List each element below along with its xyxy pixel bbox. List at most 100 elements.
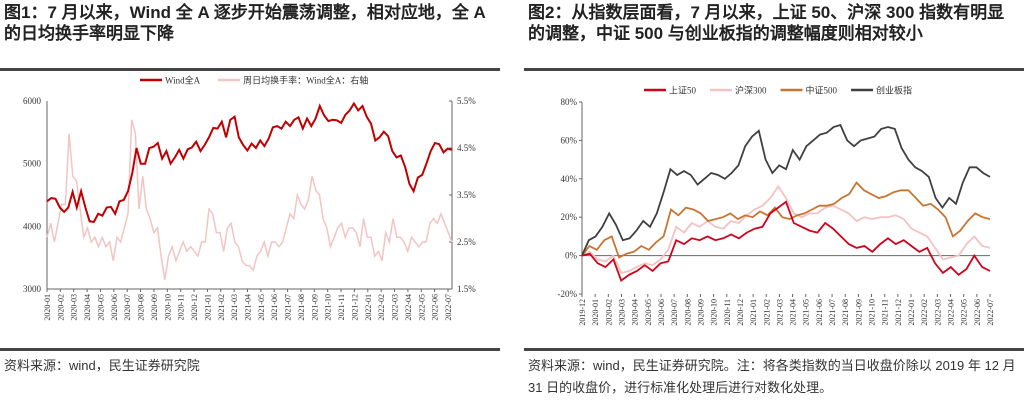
series-line-3 [581,123,991,256]
x-tick-label: 2020-07 [670,299,679,326]
x-tick-label: 2021-08 [841,299,850,326]
x-tick-label: 2019-12 [578,299,587,326]
x-tick-label: 2020-03 [70,294,79,321]
x-tick-label: 2021-06 [270,294,279,321]
x-tick-label: 2021-09 [854,299,863,326]
x-tick-label: 2021-01 [203,294,212,321]
y-tick-label: 60% [561,135,578,145]
x-tick-label: 2022-01 [907,299,916,326]
divider [0,348,500,351]
y-tick-label: -20% [558,289,578,299]
y-tick-label-left: 4000 [23,221,42,231]
divider [524,348,1024,351]
y-tick-label: 40% [561,174,578,184]
x-tick-label: 2021-11 [337,294,346,320]
x-tick-label: 2020-01 [43,294,52,321]
x-tick-label: 2020-04 [631,299,640,326]
x-tick-label: 2020-07 [123,294,132,321]
x-tick-label: 2020-06 [657,299,666,326]
x-tick-label: 2021-01 [749,299,758,326]
x-tick-label: 2020-11 [723,299,732,325]
x-tick-label: 2020-03 [617,299,626,326]
legend-label: 沪深300 [735,85,767,96]
x-tick-label: 2022-02 [920,299,929,326]
x-tick-label: 2020-01 [591,299,600,326]
x-tick-label: 2020-05 [644,299,653,326]
x-tick-label: 2020-11 [177,294,186,320]
x-tick-label: 2020-06 [110,294,119,321]
series-line-2 [581,181,991,259]
x-tick-label: 2020-08 [137,294,146,321]
x-tick-label: 2021-03 [775,299,784,326]
chart-2: 上证50 沪深300 中证500 创业板指 -20% 0% 20% 40% 60% 80% 2019… [558,85,996,326]
x-tick-label: 2022-07 [444,294,453,321]
x-tick-label: 2021-10 [324,294,333,321]
series-line-0 [581,200,991,283]
x-tick-label: 2020-05 [96,294,105,321]
x-tick-label: 2020-10 [710,299,719,326]
y-tick-label-right: 4.5% [457,143,476,153]
x-tick-label: 2022-06 [431,294,440,321]
x-tick-label: 2020-02 [604,299,613,326]
x-tick-label: 2021-07 [284,294,293,321]
x-tick-label: 2020-09 [150,294,159,321]
x-tick-label: 2021-07 [828,299,837,326]
x-tick-label: 2020-10 [163,294,172,321]
x-tick-label: 2020-09 [696,299,705,326]
x-tick-label: 2021-04 [789,299,798,326]
series-line-wind-a [46,101,453,223]
chart-1: Wind全A 周日均换手率：Wind全A：右轴 3000 4000 5000 6000 1.… [23,75,476,321]
y-tick-label-right: 3.5% [457,190,476,200]
x-tick-label: 2020-12 [190,294,199,321]
x-tick-label: 2020-02 [56,294,65,321]
divider [524,68,1024,71]
y-tick-label: 20% [561,212,578,222]
x-tick-label: 2022-02 [377,294,386,321]
y-tick-label-right: 2.5% [457,237,476,247]
x-tick-label: 2021-11 [881,299,890,325]
x-tick-label: 2021-03 [230,294,239,321]
y-tick-label: 0% [565,251,578,261]
legend-label: 周日均换手率：Wind全A：右轴 [243,75,368,86]
x-tick-label: 2021-06 [815,299,824,326]
y-tick-label-left: 6000 [23,96,42,106]
figure-2-source: 资料来源：wind，民生证券研究院。注：将各类指数的当日收盘价除以 2019 年… [528,358,1016,395]
y-tick-label: 80% [561,97,578,107]
divider [0,68,500,71]
y-tick-label-right: 5.5% [457,96,476,106]
x-tick-label: 2021-02 [762,299,771,326]
x-tick-label: 2022-03 [391,294,400,321]
x-tick-label: 2022-03 [933,299,942,326]
x-tick-label: 2022-06 [973,299,982,326]
figure-1: 图1：7 月以来，Wind 全 A 逐步开始震荡调整，相对应地，全 A 的日均换… [0,0,500,401]
x-tick-label: 2021-02 [217,294,226,321]
figure-2: 图2：从指数层面看，7 月以来，上证 50、沪深 300 指数有明显的调整，中证… [524,0,1024,401]
x-tick-label: 2021-12 [350,294,359,321]
figure-1-title: 图1：7 月以来，Wind 全 A 逐步开始震荡调整，相对应地，全 A 的日均换… [4,3,486,43]
x-tick-label: 2020-08 [683,299,692,326]
x-tick-label: 2021-12 [894,299,903,326]
legend-label: 中证500 [806,85,838,96]
x-tick-label: 2021-08 [297,294,306,321]
legend-label: Wind全A [165,75,201,86]
x-tick-label: 2020-04 [83,294,92,321]
x-tick-label: 2022-04 [404,294,413,321]
series-line-1 [581,184,991,274]
legend-label: 上证50 [669,86,697,96]
figure-1-source: 资料来源：wind，民生证券研究院 [4,358,200,373]
x-tick-label: 2022-04 [947,299,956,326]
y-tick-label-left: 5000 [23,159,42,169]
x-tick-label: 2022-01 [364,294,373,321]
x-tick-label: 2021-04 [244,294,253,321]
x-tick-label: 2021-05 [802,299,811,326]
x-tick-label: 2021-09 [310,294,319,321]
x-tick-label: 2020-12 [736,299,745,326]
y-tick-label-right: 1.5% [457,284,476,294]
x-tick-label: 2022-07 [986,299,995,326]
x-tick-label: 2022-05 [960,299,969,326]
series-line-turnover [46,119,453,280]
x-tick-label: 2022-05 [417,294,426,321]
x-tick-label: 2021-10 [868,299,877,326]
figure-2-title: 图2：从指数层面看，7 月以来，上证 50、沪深 300 指数有明显的调整，中证… [528,3,1005,43]
legend-label: 创业板指 [876,85,912,96]
